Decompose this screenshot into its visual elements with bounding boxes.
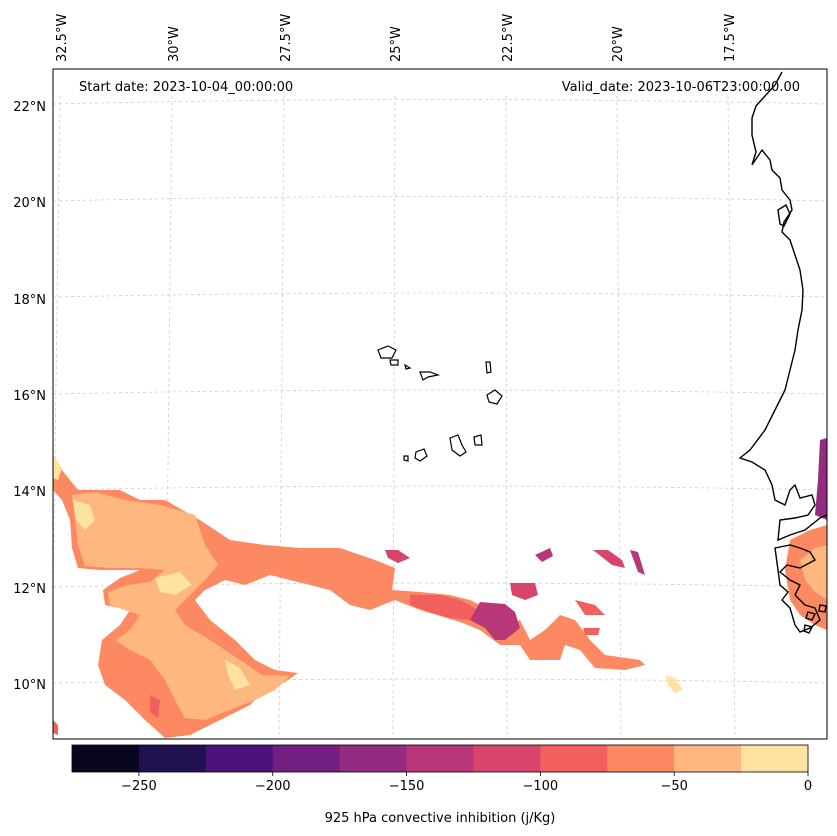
island-sao-nicolau [419,371,441,381]
colorbar-ticks: −250 −200 −150 −100 −50 0 [121,772,812,794]
cin-field [53,438,827,738]
island-maio [473,434,483,446]
parallel-18n [52,292,828,298]
cin-patch-1 [385,550,410,563]
island-sal [485,361,492,374]
lat-label: 18°N [13,293,46,308]
island-fogo [414,448,428,462]
cin-region-central-pink [510,583,538,600]
meridian-27-5w [278,95,285,740]
lat-label: 16°N [13,389,46,404]
island-santa-luzia [404,363,412,370]
cin-region-central [410,595,480,620]
colorbar-segment [607,745,675,772]
colorbar-segment [339,745,408,772]
parallel-20n [52,196,828,202]
latitude-labels: 22°N 20°N 18°N 16°N 14°N 12°N 10°N [13,100,46,693]
colorbar-tick-label: 0 [804,779,812,794]
lat-label: 14°N [13,485,46,500]
cin-region-south-dark [150,695,160,718]
meridian-32-5w [52,95,61,601]
coastline-bijagos-c [803,624,814,634]
island-santiago [449,434,467,457]
colorbar-tick-label: −100 [523,779,559,794]
valid-date-label: Valid_date: 2023-10-06T23:00:00.00 [562,80,800,95]
colorbar [71,744,809,773]
island-santo-antao [377,345,397,359]
coastline-gambia-guinea [774,544,821,633]
west-africa-coastline [738,71,828,634]
cin-patch-2 [535,548,553,562]
colorbar-segment [406,745,474,772]
colorbar-tick-label: −250 [121,779,157,794]
colorbar-label: 925 hPa convective inhibition (j/Kg) [325,811,556,826]
cin-region-central-purple [470,602,520,640]
parallel-16n [52,389,828,395]
cin-patch-6 [583,628,600,635]
cin-region-west-edge [53,455,62,480]
colorbar-segment [473,745,541,772]
coastline-bijagos-a [805,611,817,621]
parallel-14n [52,485,828,491]
cin-patch-3 [593,550,625,568]
cin-region-west-lightest-a [73,500,95,530]
coastline-cap-blanc [777,203,791,227]
colorbar-segment [540,745,608,772]
start-date-label: Start date: 2023-10-04_00:00:00 [79,80,293,95]
colorbar-tick-label: −200 [255,779,291,794]
lat-label: 22°N [13,100,46,115]
colorbar-tick-label: −150 [389,779,425,794]
colorbar-tick-label: −50 [660,779,687,794]
cin-region-west-lightest-c [225,660,250,690]
colorbar-segment [272,745,341,772]
cin-region-west-light [72,492,290,720]
map-frame [52,68,828,740]
lon-label: 32.5°W [55,14,70,62]
lon-label: 25°W [389,26,404,62]
colorbar-segment [741,745,809,772]
meridian-25w [392,95,396,740]
meridian-17-5w [727,95,736,740]
cin-region-east-light [800,545,827,600]
lon-label: 17.5°W [723,14,738,62]
colorbar-segment [205,745,274,772]
cin-patch-4 [630,550,645,575]
cin-region-west-lightest-b [155,572,192,595]
lon-label: 30°W [167,26,182,62]
colorbar-segment [674,745,742,772]
cin-patch-7 [665,675,683,693]
colorbar-segment [138,745,207,772]
island-boa-vista [486,389,503,405]
colorbar-segment [72,745,140,772]
longitude-labels: 32.5°W 30°W 27.5°W 25°W 22.5°W 20°W 17.5… [55,14,738,62]
lon-label: 27.5°W [279,14,294,62]
meridian-20w [616,95,622,740]
cin-region-west-small [53,720,58,735]
colorbar-border [71,744,809,773]
island-brava [403,455,409,462]
parallel-22n [52,99,828,105]
cape-verde-islands [377,345,503,462]
coastline-bijagos-b [818,604,827,613]
lon-label: 20°W [611,26,626,62]
lat-label: 12°N [13,582,46,597]
coastline-mauritania-senegal [738,71,828,542]
lat-label: 10°N [13,678,46,693]
lon-label: 22.5°W [501,14,516,62]
cin-patch-5 [575,600,605,615]
island-sao-vicente [389,359,399,366]
cin-region-east-purple [815,438,827,520]
lat-label: 20°N [13,196,46,211]
